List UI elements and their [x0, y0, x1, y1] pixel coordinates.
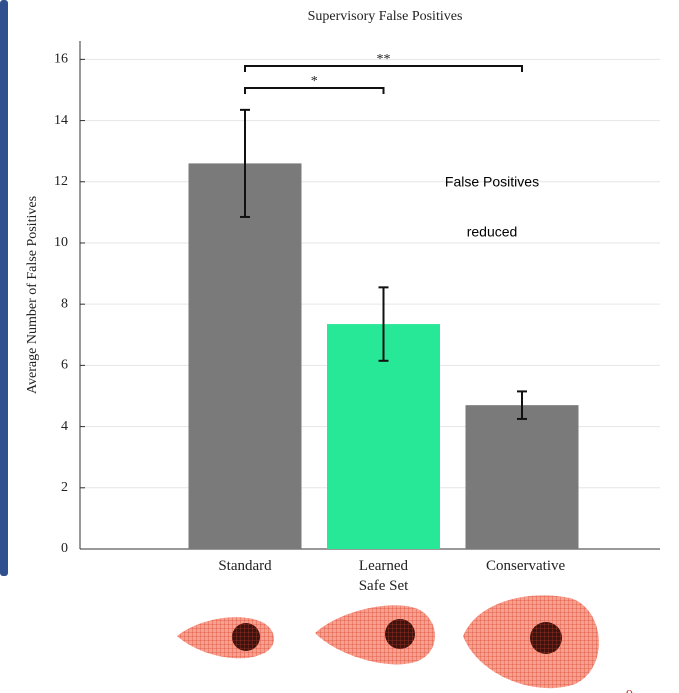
chart: Supervisory False Positives Average Numb…: [0, 0, 679, 693]
chart-title: Supervisory False Positives: [308, 9, 463, 24]
x-tick-label: Standard: [209, 556, 281, 576]
y-tick-label: 8: [61, 296, 68, 311]
annotation: reduced: [467, 224, 518, 240]
slide-bar: [0, 0, 8, 576]
significance-label: **: [377, 52, 391, 67]
y-tick-label: 14: [54, 113, 68, 128]
y-axis-label: Average Number of False Positives: [25, 196, 40, 394]
x-tick-label: Conservative: [486, 556, 558, 576]
page-number: 9: [626, 688, 633, 693]
icon-core: [385, 619, 415, 649]
y-tick-label: 12: [54, 174, 68, 189]
y-tick-label: 0: [61, 541, 68, 556]
y-tick-label: 10: [54, 235, 68, 250]
x-tick-label: Learned Safe Set: [348, 556, 420, 596]
icon-learned: [315, 605, 435, 664]
bar: [466, 405, 579, 549]
annotation: False Positives: [445, 174, 539, 190]
page: {"chart_data": {"type": "bar", "title": …: [0, 0, 679, 693]
icon-core: [232, 623, 260, 651]
y-tick-label: 2: [61, 480, 68, 495]
y-tick-label: 6: [61, 358, 68, 373]
icons: [177, 595, 599, 688]
significance-label: *: [311, 74, 318, 89]
bar: [189, 163, 302, 549]
y-tick-label: 4: [61, 419, 68, 434]
icon-core: [530, 622, 562, 654]
y-tick-label: 16: [54, 52, 68, 67]
